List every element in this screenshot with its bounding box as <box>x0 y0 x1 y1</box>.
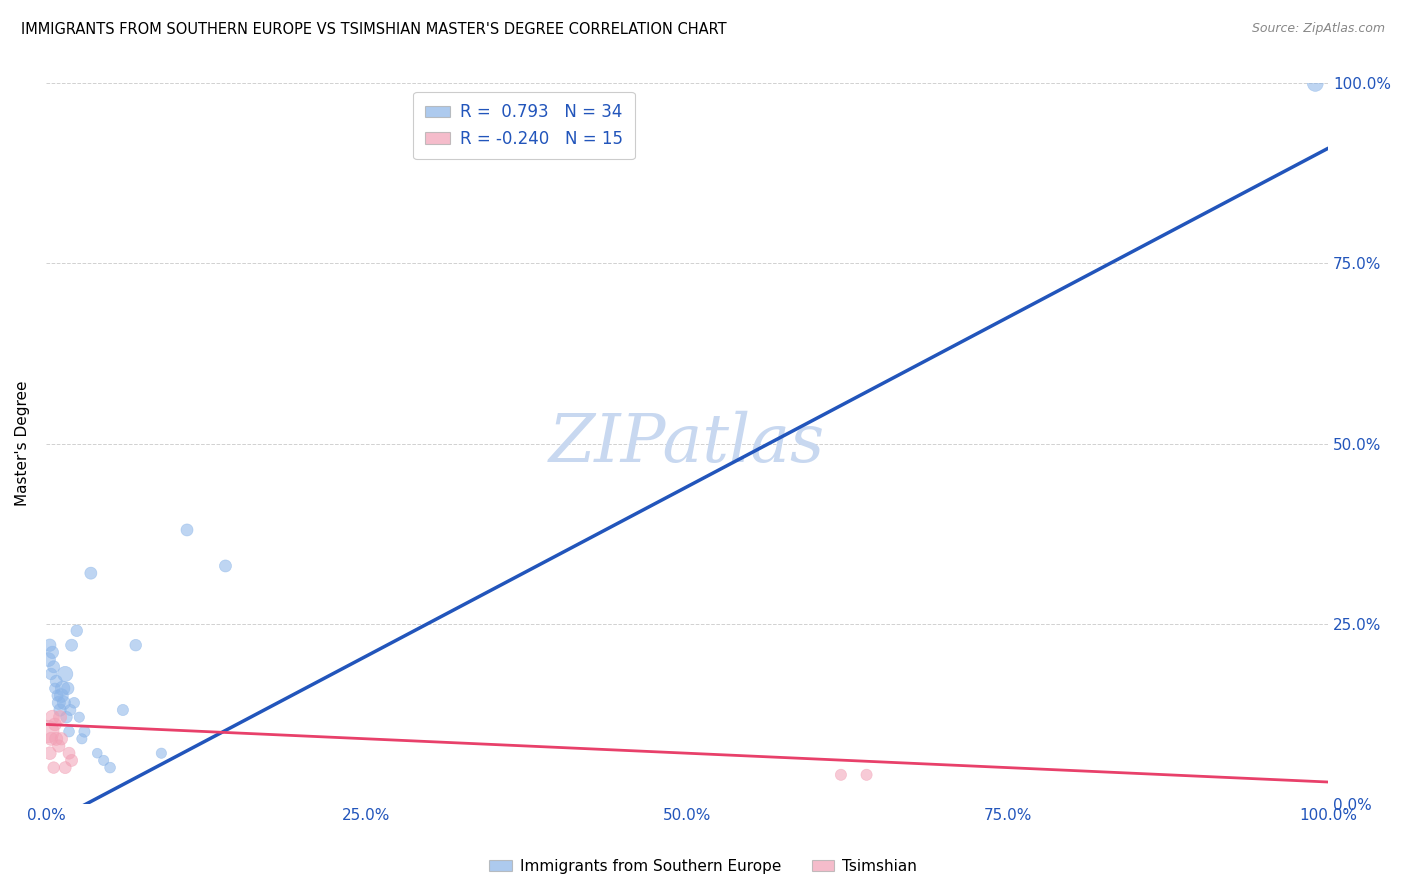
Point <box>38 638 60 652</box>
Point <box>80 566 103 581</box>
Point <box>67 710 90 724</box>
Point <box>37 724 59 739</box>
Text: Source: ZipAtlas.com: Source: ZipAtlas.com <box>1251 22 1385 36</box>
Point <box>55 710 77 724</box>
Legend: Immigrants from Southern Europe, Tsimshian: Immigrants from Southern Europe, Tsimshi… <box>482 853 924 880</box>
Point <box>44 717 66 731</box>
Point <box>830 768 852 782</box>
Point <box>53 667 76 681</box>
Point <box>58 724 80 739</box>
Point <box>73 724 96 739</box>
Point <box>52 681 75 696</box>
Point <box>45 731 67 746</box>
Point <box>41 710 63 724</box>
Point <box>70 731 93 746</box>
Point <box>93 753 115 767</box>
Point <box>52 696 75 710</box>
Point <box>111 703 134 717</box>
Point <box>855 768 877 782</box>
Point <box>60 753 83 767</box>
Point <box>150 746 173 760</box>
Point <box>46 689 69 703</box>
Point <box>39 731 62 746</box>
Point <box>41 645 63 659</box>
Point <box>98 761 121 775</box>
Point <box>1305 77 1327 91</box>
Point <box>176 523 198 537</box>
Y-axis label: Master's Degree: Master's Degree <box>15 381 30 507</box>
Text: ZIPatlas: ZIPatlas <box>548 411 825 476</box>
Point <box>48 739 70 753</box>
Point <box>42 761 65 775</box>
Point <box>38 652 60 666</box>
Point <box>38 746 60 760</box>
Point <box>214 558 236 573</box>
Point <box>44 681 66 696</box>
Point <box>51 731 73 746</box>
Legend: R =  0.793   N = 34, R = -0.240   N = 15: R = 0.793 N = 34, R = -0.240 N = 15 <box>413 92 634 160</box>
Point <box>63 696 86 710</box>
Point <box>66 624 89 638</box>
Point <box>48 696 70 710</box>
Point <box>59 703 82 717</box>
Point <box>53 761 76 775</box>
Point <box>58 746 80 760</box>
Point <box>60 638 83 652</box>
Point <box>39 667 62 681</box>
Point <box>56 681 79 696</box>
Point <box>51 689 73 703</box>
Point <box>86 746 108 760</box>
Point <box>49 703 72 717</box>
Point <box>42 660 65 674</box>
Point <box>45 674 67 689</box>
Text: IMMIGRANTS FROM SOUTHERN EUROPE VS TSIMSHIAN MASTER'S DEGREE CORRELATION CHART: IMMIGRANTS FROM SOUTHERN EUROPE VS TSIMS… <box>21 22 727 37</box>
Point <box>49 710 72 724</box>
Point <box>125 638 148 652</box>
